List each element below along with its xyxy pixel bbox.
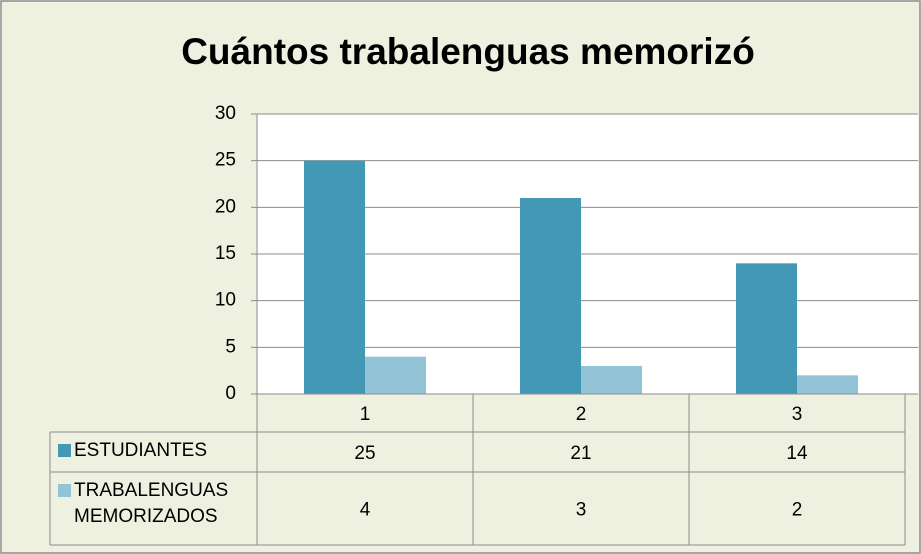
bar <box>520 198 581 394</box>
y-tick-label: 30 <box>215 103 236 124</box>
y-tick-label: 20 <box>215 196 236 217</box>
y-tick-label: 10 <box>215 290 236 311</box>
legend-label: TRABALENGUAS MEMORIZADOS <box>74 480 229 527</box>
bar <box>304 160 365 394</box>
x-tick-label: 3 <box>792 404 803 425</box>
legend-swatch <box>58 444 71 457</box>
table-value: 21 <box>570 443 591 464</box>
y-tick-label: 0 <box>225 383 236 404</box>
bar <box>736 263 797 394</box>
y-tick-label: 15 <box>215 243 236 264</box>
legend-label: ESTUDIANTES <box>74 440 208 461</box>
y-tick-label: 5 <box>225 336 236 357</box>
x-tick-label: 1 <box>360 404 371 425</box>
table-value: 2 <box>792 500 803 521</box>
table-value: 3 <box>576 500 587 521</box>
bar <box>365 356 426 394</box>
table-value: 4 <box>360 500 371 521</box>
legend-label-box: TRABALENGUAS MEMORIZADOS <box>74 480 229 527</box>
bar <box>581 366 642 394</box>
x-tick-label: 2 <box>576 404 587 425</box>
legend-swatch <box>58 484 71 497</box>
y-tick-label: 25 <box>215 150 236 171</box>
table-value: 14 <box>786 443 808 464</box>
table-value: 25 <box>354 443 375 464</box>
chart-title: Cuántos trabalenguas memorizó <box>181 31 755 72</box>
bar <box>797 375 858 394</box>
legend-label-box: ESTUDIANTES <box>74 440 208 461</box>
